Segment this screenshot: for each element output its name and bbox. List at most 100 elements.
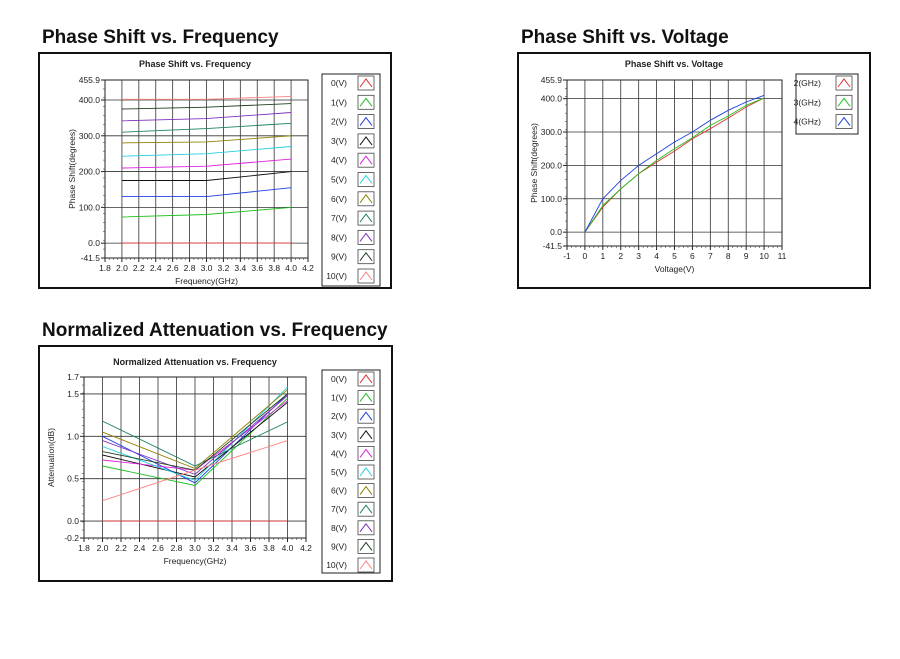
- legend-label: 5(V): [331, 175, 347, 185]
- y-tick-label: -41.5: [543, 241, 563, 251]
- legend-swatch-line: [837, 97, 851, 107]
- legend-label: 4(V): [331, 155, 347, 165]
- legend-label: 3(V): [331, 136, 347, 146]
- series-line-7v: [102, 420, 288, 467]
- legend-swatch: [835, 114, 853, 129]
- y-tick-label: 455.9: [541, 75, 563, 85]
- series-line-1v: [121, 206, 292, 218]
- x-tick-label: 4.0: [285, 263, 297, 273]
- x-tick-label: 7: [708, 251, 713, 261]
- legend-swatch: [835, 75, 853, 91]
- series-line-10v: [121, 95, 292, 100]
- y-tick-label: 400.0: [541, 94, 563, 104]
- legend-label: 6(V): [331, 194, 347, 204]
- legend-label: 0(V): [331, 374, 347, 384]
- chart-panel-attenuation-vs-frequency: Normalized Attenuation vs. Frequency 1.8 2…: [38, 345, 393, 582]
- chart-phase-shift-vs-frequency: Phase Shift vs. Frequency 1.8 2.0 2.2 2.4 2.6…: [67, 59, 381, 287]
- legend-label: 1(V): [331, 97, 347, 107]
- legend-label: 3(V): [331, 430, 347, 440]
- legend-label: 5(V): [331, 467, 347, 477]
- series-line-8v: [102, 395, 288, 475]
- x-tick-label: 1: [600, 251, 605, 261]
- legend-swatch-line: [359, 467, 373, 477]
- y-tick-label: -41.5: [81, 253, 101, 263]
- chart-title: Normalized Attenuation vs. Frequency: [113, 357, 277, 367]
- legend-swatch-line: [359, 485, 373, 495]
- x-tick-label: 2.6: [167, 263, 179, 273]
- series-line-6v: [102, 389, 288, 470]
- legend-swatch: [357, 390, 375, 405]
- x-tick-label: 9: [744, 251, 749, 261]
- legend-swatch-line: [359, 97, 373, 107]
- x-tick-label: 11: [778, 251, 787, 261]
- x-tick-label: 10: [759, 251, 769, 261]
- y-tick-label: 100.0: [541, 194, 563, 204]
- heading-attenuation-vs-frequency: Normalized Attenuation vs. Frequency: [42, 320, 388, 341]
- series-line-3ghz: [584, 97, 765, 233]
- legend-label: 4(V): [331, 448, 347, 458]
- x-tick-label: 3.8: [268, 263, 280, 273]
- x-tick-label: 2.0: [97, 543, 109, 553]
- chart-title: Phase Shift vs. Voltage: [625, 59, 723, 69]
- x-tick-label: 2.4: [150, 263, 162, 273]
- y-tick-label: 400.0: [79, 95, 101, 105]
- series-line-6v: [121, 135, 292, 144]
- x-tick-label: 3.4: [234, 263, 246, 273]
- legend-swatch: [357, 446, 375, 461]
- series-line-3v: [121, 171, 292, 181]
- legend-swatch: [357, 520, 375, 536]
- x-tick-label: 8: [726, 251, 731, 261]
- y-tick-label: 0.5: [67, 474, 79, 484]
- x-axis-label: Frequency(GHz): [175, 276, 238, 286]
- y-axis-label: Phase Shift(degrees): [529, 123, 539, 203]
- legend-swatch-line: [359, 174, 373, 184]
- legend-swatch: [357, 427, 375, 443]
- legend-swatch-line: [359, 411, 373, 421]
- legend-swatch: [357, 133, 375, 149]
- x-tick-label: 4.2: [302, 263, 314, 273]
- legend-swatch: [357, 94, 375, 110]
- legend-label: 3(GHz): [794, 97, 822, 107]
- x-tick-label: 2.8: [171, 543, 183, 553]
- x-tick-label: 3.2: [208, 543, 220, 553]
- y-axis-label: Phase Shift(degrees): [67, 129, 77, 209]
- x-tick-label: 2.8: [184, 263, 196, 273]
- chart-phase-shift-vs-voltage: Phase Shift vs. Voltage -1 0 1 2 3 4 5 6 7 8 9 10 11 -…: [529, 59, 859, 274]
- legend-swatch-line: [359, 213, 373, 223]
- y-tick-label: 200.0: [79, 167, 101, 177]
- legend-swatch-line: [359, 116, 373, 126]
- x-tick-label: 5: [672, 251, 677, 261]
- x-tick-label: 3.0: [201, 263, 213, 273]
- legend-label: 4(GHz): [794, 117, 822, 127]
- y-tick-label: 0.0: [550, 227, 562, 237]
- legend-swatch-line: [359, 541, 373, 551]
- series-line-10v: [102, 440, 288, 502]
- legend-swatch-line: [359, 155, 373, 165]
- legend-swatch: [357, 75, 375, 91]
- y-tick-label: -0.2: [64, 533, 79, 543]
- legend-swatch-line: [359, 232, 373, 242]
- chart-panel-phase-shift-vs-frequency: Phase Shift vs. Frequency 1.8 2.0 2.2 2.4 2.6…: [38, 52, 392, 289]
- series-line-5v: [121, 146, 292, 157]
- y-tick-label: 200.0: [541, 160, 563, 170]
- y-tick-label: 0.0: [88, 238, 100, 248]
- series-line-9v: [121, 103, 292, 110]
- legend-swatch: [357, 483, 375, 499]
- legend-swatch: [357, 191, 375, 207]
- x-tick-label: 3.0: [189, 543, 201, 553]
- x-axis-label: Voltage(V): [655, 264, 695, 274]
- legend-swatch-line: [359, 560, 373, 570]
- legend-swatch: [357, 464, 375, 480]
- x-tick-label: 2.2: [133, 263, 145, 273]
- legend-swatch-line: [359, 429, 373, 440]
- legend-swatch: [357, 229, 375, 245]
- legend-swatch: [357, 172, 375, 187]
- legend-label: 8(V): [331, 523, 347, 533]
- y-tick-label: 1.5: [67, 389, 79, 399]
- legend-label: 10(V): [326, 271, 347, 281]
- y-tick-label: 300.0: [79, 131, 101, 141]
- legend-swatch: [357, 408, 375, 424]
- x-tick-label: 6: [690, 251, 695, 261]
- chart-attenuation-vs-frequency: Normalized Attenuation vs. Frequency 1.8 2…: [46, 357, 381, 574]
- legend-swatch: [357, 268, 375, 284]
